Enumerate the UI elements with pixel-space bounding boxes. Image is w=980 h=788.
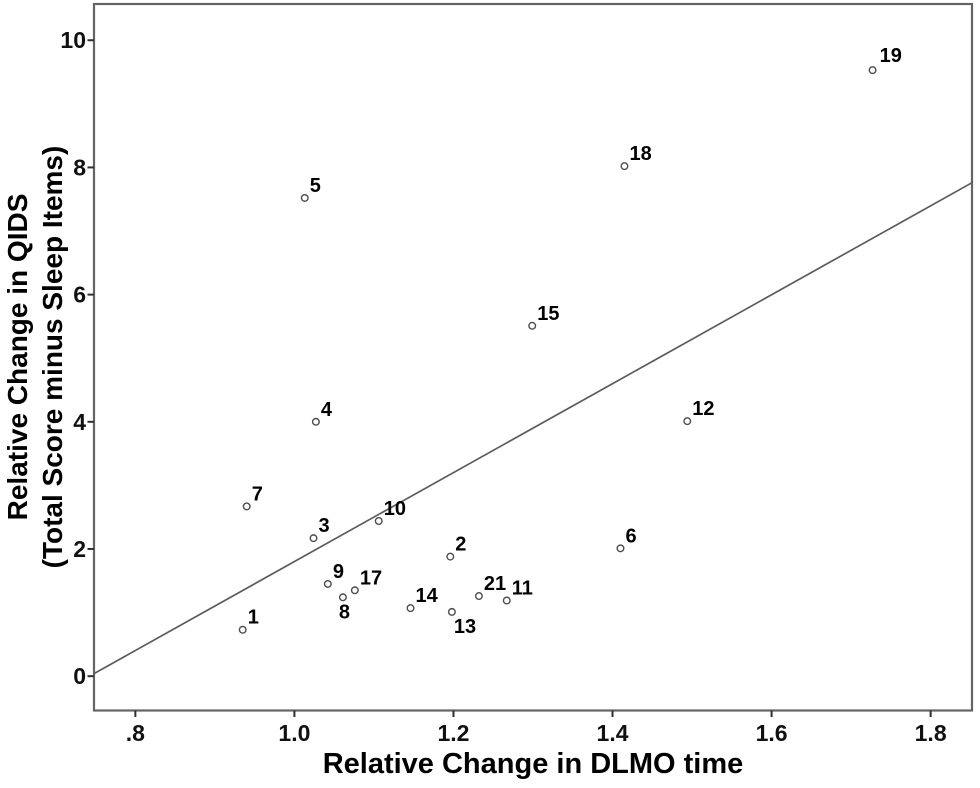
data-point-21 [474, 592, 483, 601]
x-tick-label: .8 [126, 720, 145, 746]
x-tick-label: 1.6 [756, 720, 788, 746]
data-point-label-1: 1 [248, 607, 259, 629]
x-tick-label: 1.8 [915, 720, 947, 746]
data-point-10 [374, 516, 383, 525]
data-point-8 [338, 593, 347, 602]
data-point-label-4: 4 [321, 399, 333, 421]
data-point-11 [502, 596, 511, 605]
data-point-label-9: 9 [333, 561, 344, 583]
y-axis-title-line1: Relative Change in QIDS [2, 193, 33, 521]
data-point-label-8: 8 [339, 601, 350, 623]
x-axis-title: Relative Change in DLMO time [322, 748, 744, 780]
y-tick-label: 2 [73, 536, 86, 562]
data-point-label-14: 14 [416, 585, 439, 607]
data-point-7 [242, 502, 251, 511]
y-tick-label: 8 [73, 154, 86, 180]
data-point-label-21: 21 [484, 573, 506, 595]
data-point-label-2: 2 [455, 534, 466, 556]
data-point-label-10: 10 [384, 498, 406, 520]
x-tick-label: 1.4 [597, 720, 629, 746]
y-tick-label: 6 [73, 282, 86, 308]
data-point-12 [683, 417, 692, 426]
data-point-6 [616, 544, 625, 553]
x-tick-label: 1.2 [437, 720, 469, 746]
data-point-9 [323, 579, 332, 588]
data-point-18 [620, 162, 629, 171]
data-point-label-7: 7 [252, 483, 263, 505]
data-point-2 [446, 552, 455, 561]
data-point-label-5: 5 [310, 175, 321, 197]
data-point-label-19: 19 [880, 45, 902, 67]
data-point-label-11: 11 [512, 577, 533, 599]
plot-border [92, 2, 974, 712]
y-axis-title: Relative Change in QIDS (Total Score min… [0, 4, 72, 710]
data-point-5 [300, 193, 309, 202]
data-point-3 [309, 534, 318, 543]
data-point-1 [238, 625, 247, 634]
y-tick-label: 10 [60, 27, 86, 53]
data-point-label-17: 17 [360, 567, 382, 589]
data-point-14 [406, 604, 415, 613]
data-point-17 [350, 586, 359, 595]
y-axis-title-line2: (Total Score minus Sleep Items) [37, 145, 68, 569]
data-point-label-3: 3 [319, 515, 330, 537]
y-tick-label: 4 [73, 409, 86, 435]
data-point-13 [447, 607, 456, 616]
data-point-label-15: 15 [537, 303, 559, 325]
data-point-label-18: 18 [629, 143, 651, 165]
data-point-label-6: 6 [625, 525, 636, 547]
data-point-15 [528, 321, 537, 330]
data-point-label-12: 12 [692, 398, 714, 420]
x-tick-label: 1.0 [278, 720, 310, 746]
data-point-4 [311, 417, 320, 426]
data-point-19 [868, 66, 877, 75]
data-point-label-13: 13 [454, 616, 476, 638]
regression-line [93, 181, 973, 675]
y-tick-label: 0 [73, 663, 86, 689]
